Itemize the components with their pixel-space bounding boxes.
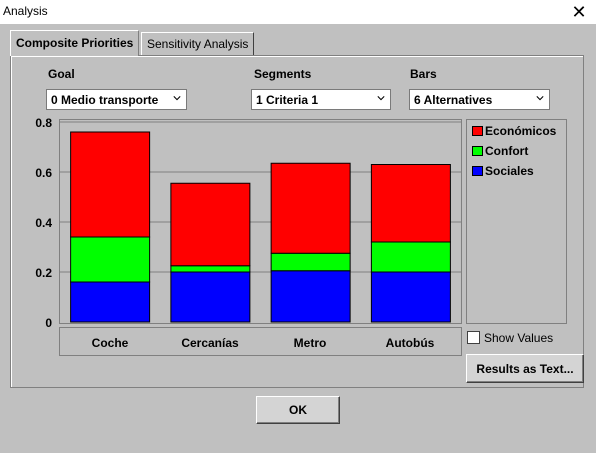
bar-segment-sociales — [71, 282, 150, 322]
x-tick-label: Autobús — [370, 336, 450, 350]
bar-segment-economicos — [371, 165, 450, 243]
chevron-down-icon — [536, 94, 544, 102]
goal-label: Goal — [48, 67, 75, 81]
bar-segment-confort — [271, 253, 350, 271]
legend-label: Sociales — [485, 164, 534, 178]
show-values-checkbox[interactable]: Show Values — [467, 331, 553, 345]
legend-swatch — [472, 146, 483, 156]
bars-label: Bars — [410, 67, 437, 81]
goal-select-value: 0 Medio transporte — [51, 93, 158, 107]
bar-segment-sociales — [271, 271, 350, 322]
legend-swatch — [472, 126, 483, 136]
y-tick-label: 0.6 — [32, 166, 52, 180]
legend-label: Económicos — [485, 124, 556, 138]
bar-segment-economicos — [271, 163, 350, 253]
legend-item: Confort — [472, 144, 528, 158]
bar-segment-economicos — [171, 183, 250, 266]
x-tick-label: Coche — [70, 336, 150, 350]
chevron-down-icon — [173, 94, 181, 102]
results-as-text-button[interactable]: Results as Text... — [466, 354, 584, 383]
chevron-down-icon — [377, 94, 385, 102]
legend-item: Sociales — [472, 164, 534, 178]
legend-label: Confort — [485, 144, 528, 158]
ok-button[interactable]: OK — [256, 396, 340, 424]
bar-segment-economicos — [71, 132, 150, 237]
segments-label: Segments — [254, 67, 311, 81]
x-tick-label: Metro — [270, 336, 350, 350]
chart-plot-area — [59, 119, 462, 324]
bars-select[interactable]: 6 Alternatives — [409, 89, 550, 110]
bar-segment-sociales — [171, 272, 250, 322]
legend-item: Económicos — [472, 124, 556, 138]
chart-legend: Económicos Confort Sociales — [466, 119, 567, 324]
bar-segment-confort — [171, 266, 250, 272]
legend-swatch — [472, 166, 483, 176]
y-tick-label: 0.2 — [32, 266, 52, 280]
segments-select-value: 1 Criteria 1 — [256, 93, 318, 107]
bar-segment-sociales — [371, 272, 450, 322]
checkbox-box[interactable] — [467, 331, 480, 344]
bars-select-value: 6 Alternatives — [414, 93, 492, 107]
bar-segment-confort — [71, 237, 150, 282]
bar-segment-confort — [371, 242, 450, 272]
segments-select[interactable]: 1 Criteria 1 — [251, 89, 391, 110]
goal-select[interactable]: 0 Medio transporte — [46, 89, 187, 110]
x-tick-label: Cercanías — [170, 336, 250, 350]
y-tick-label: 0.8 — [32, 116, 52, 130]
y-tick-label: 0.4 — [32, 216, 52, 230]
show-values-label: Show Values — [484, 331, 553, 345]
y-tick-label: 0 — [32, 316, 52, 330]
stacked-bar-chart — [60, 120, 461, 323]
